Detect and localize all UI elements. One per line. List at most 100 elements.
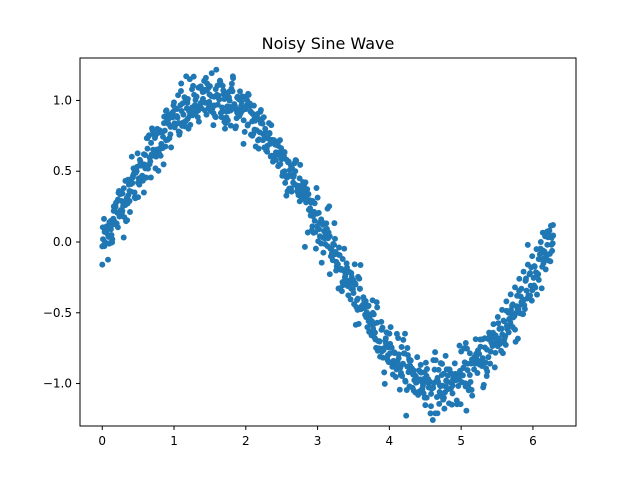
data-point — [233, 123, 239, 130]
data-point — [195, 118, 202, 125]
data-point — [414, 354, 421, 361]
data-point — [468, 386, 475, 393]
data-point — [420, 382, 426, 389]
data-point — [198, 105, 205, 112]
data-point — [442, 352, 449, 359]
data-point — [455, 383, 462, 389]
data-point — [392, 374, 399, 380]
data-point — [282, 179, 289, 186]
data-point — [105, 256, 111, 263]
data-point — [395, 335, 402, 341]
data-point — [535, 276, 542, 283]
data-point — [483, 373, 490, 379]
data-point — [532, 284, 539, 291]
data-point — [224, 117, 231, 124]
data-point — [293, 157, 300, 164]
data-point — [219, 82, 226, 89]
data-point — [166, 135, 173, 142]
data-point — [165, 116, 172, 123]
data-point — [178, 80, 185, 87]
data-point — [326, 271, 333, 278]
x-tick-label: 3 — [314, 434, 322, 448]
data-point — [512, 284, 518, 291]
data-point — [429, 385, 436, 392]
data-point — [184, 96, 191, 102]
data-point — [529, 253, 536, 260]
data-point — [178, 88, 184, 94]
data-point — [146, 132, 153, 139]
data-point — [151, 135, 158, 141]
data-point — [281, 153, 287, 160]
data-point — [418, 369, 425, 376]
data-point — [208, 70, 215, 77]
data-point — [104, 224, 111, 231]
data-point — [476, 350, 483, 357]
data-point — [229, 88, 236, 95]
data-point — [500, 317, 507, 324]
data-point — [298, 196, 305, 203]
data-point — [524, 241, 531, 248]
data-point — [404, 345, 411, 351]
data-point — [119, 190, 126, 197]
data-point — [127, 209, 133, 215]
data-point — [314, 194, 321, 201]
data-point — [479, 336, 486, 343]
data-point — [448, 401, 455, 408]
data-point — [230, 75, 237, 82]
data-point — [304, 186, 311, 193]
data-point — [514, 335, 521, 342]
data-point — [101, 215, 107, 222]
data-point — [449, 390, 456, 397]
data-point — [472, 336, 479, 343]
plot-frame — [79, 57, 577, 427]
data-point — [528, 297, 535, 304]
data-point — [326, 203, 333, 210]
data-point — [342, 272, 349, 279]
data-point — [403, 412, 410, 419]
data-point — [374, 304, 381, 311]
data-point — [147, 174, 154, 181]
data-point — [226, 97, 233, 104]
data-point — [351, 261, 358, 268]
data-point — [485, 354, 492, 361]
data-point — [512, 326, 518, 333]
data-point — [436, 400, 443, 407]
data-point — [183, 73, 190, 80]
data-point — [182, 118, 189, 125]
data-point — [312, 229, 319, 236]
data-point — [99, 261, 106, 268]
data-point — [260, 114, 267, 121]
y-tick-label: −1.0 — [43, 377, 72, 391]
data-point — [544, 241, 551, 248]
data-point — [161, 127, 168, 134]
data-point — [301, 243, 308, 250]
data-point — [542, 266, 549, 273]
data-point — [202, 74, 209, 81]
data-point — [520, 268, 527, 275]
data-point — [266, 130, 273, 137]
data-point — [190, 82, 197, 89]
data-point — [356, 285, 363, 292]
data-point — [464, 345, 470, 352]
data-point — [305, 191, 312, 198]
data-point — [503, 298, 510, 305]
data-point — [534, 291, 540, 298]
data-point — [379, 324, 386, 331]
data-point — [354, 297, 360, 303]
data-point — [174, 114, 181, 121]
data-point — [213, 66, 220, 73]
data-point — [531, 263, 538, 270]
data-point — [336, 244, 342, 251]
data-point — [270, 158, 276, 165]
y-axis: −1.0 −0.5 0.0 0.5 1.0 — [43, 93, 80, 391]
data-point — [434, 410, 441, 417]
data-point — [297, 161, 304, 168]
data-point — [288, 188, 295, 195]
data-point — [440, 396, 447, 403]
data-point — [433, 394, 440, 400]
data-point — [547, 258, 554, 265]
data-point — [356, 275, 363, 282]
x-tick-label: 0 — [98, 434, 106, 448]
data-point — [315, 209, 322, 216]
